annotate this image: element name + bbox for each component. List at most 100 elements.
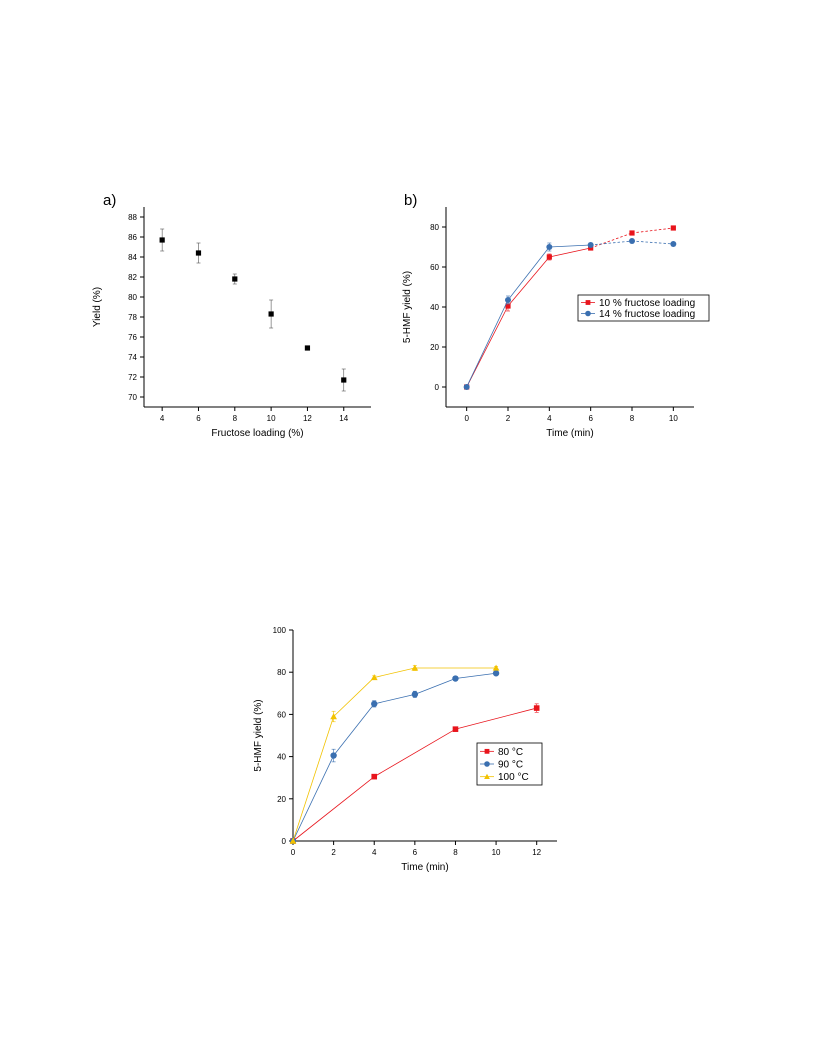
x-tick-label: 0: [464, 414, 469, 423]
data-point: [588, 245, 594, 251]
y-tick-label: 82: [128, 273, 137, 282]
series-line-segment: [292, 716, 334, 842]
series-line-segment: [549, 247, 591, 258]
series-line-segment: [292, 755, 334, 842]
x-tick-label: 6: [588, 414, 593, 423]
series-line-segment: [374, 693, 415, 705]
y-tick-label: 80: [277, 668, 286, 677]
chart-time-course-temperature: 0 2 4 6 8 10 12 0 20 40 60 80 100 Time (min) 5-HMF yie…: [253, 626, 557, 873]
series-line-segment: [631, 227, 674, 234]
chart-fructose-loading-yield: a) 4 6 8 10 12 14 70 72 74 76 78 80 82 84 86 88 Fructose …: [92, 192, 371, 439]
y-tick-label: 70: [128, 393, 137, 402]
y-tick-label: 20: [430, 343, 439, 352]
y-tick-label: 60: [430, 263, 439, 272]
data-point: [492, 664, 500, 671]
y-axis-label: 5-HMF yield (%): [253, 699, 264, 771]
x-tick-label: 10: [492, 848, 501, 857]
x-tick-label: 8: [453, 848, 458, 857]
series-100-c: [289, 664, 500, 844]
series-line-segment: [590, 232, 633, 249]
series-90-c: [289, 670, 500, 845]
x-tick-label: 10: [669, 414, 678, 423]
legend-swatch-marker: [585, 300, 591, 305]
data-point: [289, 837, 297, 844]
series-line-segment: [374, 667, 415, 678]
data-point: [304, 345, 311, 351]
panel-label: b): [404, 192, 417, 209]
series-line-segment: [590, 240, 633, 246]
series-line-segment: [414, 678, 456, 695]
data-point: [505, 303, 511, 309]
series-line-segment: [631, 240, 674, 245]
x-tick-label: 8: [233, 414, 238, 423]
data-point: [505, 297, 511, 303]
y-tick-label: 88: [128, 213, 137, 222]
chart-time-course-loading: b) 0 2 4 6 8 10 0 20 40 60 80 Time (min) 5-HMF yield …: [402, 192, 710, 439]
legend-box: [577, 294, 710, 322]
series-line-segment: [507, 256, 550, 307]
y-tick-label: 72: [128, 373, 137, 382]
x-tick-label: 10: [267, 414, 276, 423]
data-point: [629, 238, 635, 244]
legend-entry-label: 10 % fructose loading: [599, 298, 695, 309]
legend-swatch-marker: [484, 773, 490, 779]
series-line-segment: [292, 776, 375, 842]
y-axis-label: Yield (%): [92, 287, 103, 327]
data-point: [232, 276, 238, 282]
y-tick-label: 20: [277, 795, 286, 804]
data-point: [330, 752, 337, 759]
series-80-c: [290, 703, 540, 844]
y-tick-label: 80: [128, 293, 137, 302]
x-tick-label: 4: [547, 414, 552, 423]
legend-swatch-marker: [484, 748, 490, 754]
data-point: [587, 242, 594, 248]
data-point: [411, 691, 419, 698]
x-tick-label: 4: [160, 414, 165, 423]
x-axis-label: Time (min): [401, 862, 448, 873]
legend-entry-label: 100 °C: [498, 772, 529, 783]
x-axis-label: Time (min): [546, 428, 593, 439]
series-line-segment: [507, 246, 550, 301]
data-point: [195, 250, 202, 256]
data-point: [159, 237, 165, 243]
data-point: [533, 705, 540, 711]
data-point: [370, 674, 378, 681]
series-line-segment: [374, 728, 456, 777]
y-tick-label: 86: [128, 233, 137, 242]
y-tick-label: 78: [128, 313, 137, 322]
data-point: [670, 225, 676, 231]
x-tick-label: 12: [303, 414, 312, 423]
legend-entry-label: 90 °C: [498, 760, 523, 771]
x-tick-label: 8: [630, 414, 635, 423]
data-point: [546, 254, 552, 260]
data-point: [463, 384, 470, 390]
legend-swatch-marker: [585, 310, 591, 317]
data-point: [411, 664, 419, 671]
x-tick-label: 0: [291, 848, 296, 857]
series-line-segment: [466, 305, 509, 388]
data-point: [341, 377, 347, 383]
series-line-segment: [455, 672, 497, 679]
series-0: [159, 228, 347, 392]
data-point: [330, 713, 337, 720]
data-point: [371, 773, 378, 780]
legend-entry-label: 80 °C: [498, 747, 523, 758]
legend-swatch-marker: [484, 761, 490, 767]
panel-label: a): [103, 192, 116, 209]
y-axis-label: 5-HMF yield (%): [402, 271, 413, 343]
x-axis-label: Fructose loading (%): [211, 428, 303, 439]
y-tick-label: 80: [430, 223, 439, 232]
data-point: [670, 241, 677, 247]
x-tick-label: 12: [532, 848, 541, 857]
y-tick-label: 40: [277, 753, 286, 762]
x-tick-label: 6: [196, 414, 201, 423]
x-tick-label: 6: [413, 848, 418, 857]
series-line-segment: [333, 703, 375, 756]
y-tick-label: 0: [435, 383, 440, 392]
y-tick-label: 60: [277, 710, 286, 719]
series-line-segment: [466, 299, 509, 388]
y-tick-label: 100: [273, 626, 287, 635]
data-point: [452, 675, 459, 682]
